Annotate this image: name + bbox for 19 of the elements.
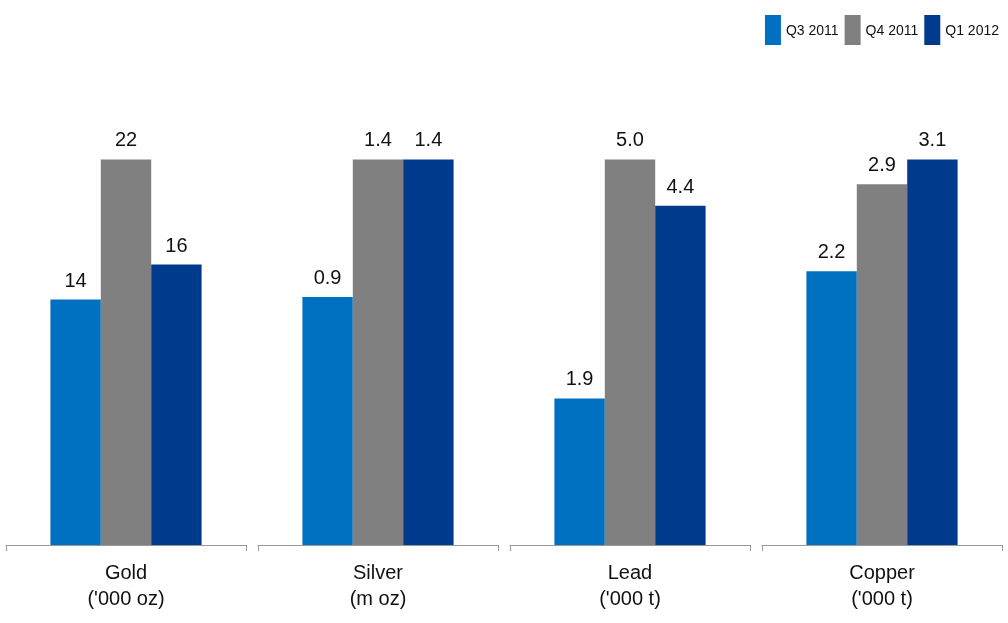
- data-label: 1.9: [565, 367, 594, 390]
- legend-label: Q4 2011: [865, 22, 919, 38]
- data-label: 1.4: [364, 128, 392, 151]
- x-tick-label: Lead ('000 t): [599, 561, 661, 609]
- data-label: 14: [64, 268, 87, 291]
- legend-label: Q3 2011: [785, 22, 839, 38]
- data-label: 2.9: [868, 153, 896, 176]
- data-label: 1.4: [414, 128, 443, 151]
- data-label: 4.4: [666, 174, 695, 197]
- data-label: 22: [114, 128, 138, 151]
- x-tick-label: Gold ('000 oz): [87, 561, 165, 609]
- data-label: 2.2: [817, 240, 846, 263]
- data-label: 16: [165, 233, 188, 256]
- data-label: 5.0: [616, 128, 644, 151]
- data-label: 3.1: [918, 128, 947, 151]
- data-label: 0.9: [313, 266, 342, 289]
- x-tick-label: Copper ('000 t): [849, 561, 916, 609]
- x-tick-label: Silver (m oz): [349, 561, 407, 609]
- legend-label: Q1 2012: [945, 22, 1000, 38]
